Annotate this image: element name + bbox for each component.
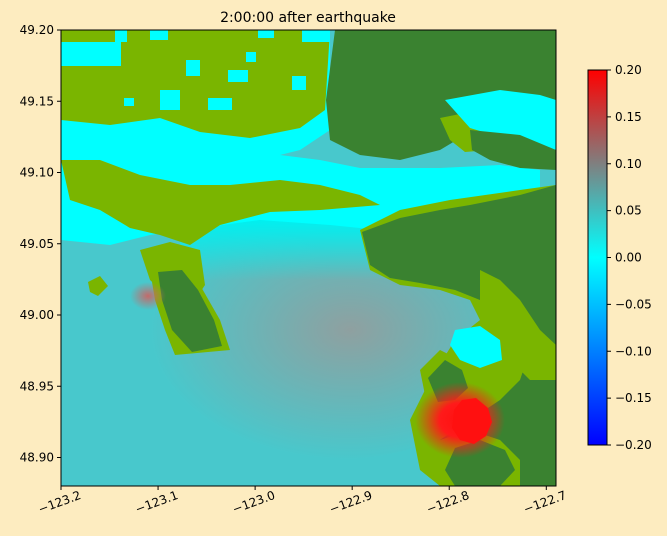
- colorbar-tick-label: −0.20: [615, 438, 652, 452]
- northeast-dry-strip: [445, 90, 556, 150]
- x-tick-label: −123.0: [230, 488, 277, 516]
- x-tick-label: −122.7: [522, 488, 569, 516]
- colorbar-tick-label: 0.00: [615, 251, 642, 265]
- peninsula-upland: [158, 270, 222, 352]
- east-upland: [362, 185, 556, 486]
- small-spit: [88, 276, 108, 296]
- y-tick-label: 49.00: [20, 308, 54, 322]
- northeast-upland-2: [470, 130, 556, 170]
- colorbar-tick-label: 0.20: [615, 63, 642, 77]
- x-tick-label: −122.9: [328, 488, 375, 516]
- east-valley-lowland: [480, 270, 556, 380]
- wave-peak-core: [452, 398, 492, 444]
- colorbar-tick-label: −0.05: [615, 297, 652, 311]
- x-tick-label: −123.2: [36, 488, 83, 516]
- colorbar-tick-label: 0.05: [615, 204, 642, 218]
- y-tick-label: 49.20: [20, 23, 54, 37]
- plot-frame: [60, 29, 557, 487]
- semiahmoo-bay-dry: [450, 326, 502, 368]
- y-tick-label: 49.10: [20, 166, 54, 180]
- colorbar-tick-label: 0.10: [615, 157, 642, 171]
- chart-title: 2:00:00 after earthquake: [220, 10, 396, 26]
- small-wave-peak: [130, 282, 166, 310]
- y-tick-label: 48.95: [20, 379, 54, 393]
- y-tick-label: 48.90: [20, 451, 54, 465]
- colorbar-tick-label: −0.10: [615, 344, 652, 358]
- y-tick-label: 49.15: [20, 94, 54, 108]
- north-cyan-patches: [61, 30, 330, 110]
- y-axis: 48.90 48.95 49.00 49.05 49.10 49.15 49.20: [20, 23, 61, 465]
- north-lowland: [61, 30, 330, 138]
- colorbar-axis: −0.20 −0.15 −0.10 −0.05 0.00 0.05 0.10 0.15 0.20: [607, 63, 652, 452]
- x-tick-label: −123.1: [133, 488, 180, 516]
- delta-land: [61, 160, 380, 245]
- x-axis: −123.2 −123.1 −123.0 −122.9 −122.8 −122.7: [36, 486, 568, 516]
- colorbar-tick-label: 0.15: [615, 110, 642, 124]
- y-tick-label: 49.05: [20, 237, 54, 251]
- plot-area: [61, 30, 556, 486]
- colorbar-tick-label: −0.15: [615, 391, 652, 405]
- colorbar: [587, 69, 608, 446]
- x-tick-label: −122.8: [425, 488, 472, 516]
